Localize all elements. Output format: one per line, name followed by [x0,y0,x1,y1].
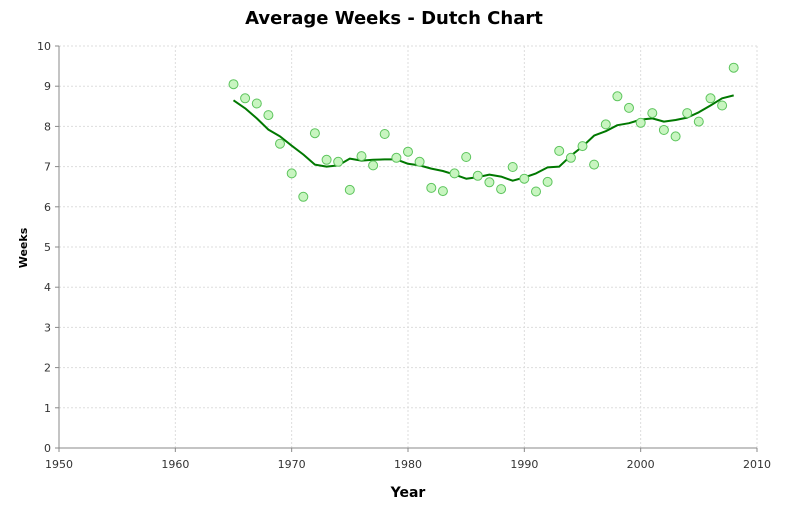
x-tick-label: 1950 [45,458,73,471]
data-point [344,184,355,195]
y-tick-label: 4 [44,281,51,294]
data-point [647,108,658,119]
data-point [554,145,565,156]
data-point [333,156,344,167]
data-point [635,117,646,128]
data-point [519,173,530,184]
y-tick-label: 9 [44,80,51,93]
data-point [449,168,460,179]
chart-title: Average Weeks - Dutch Chart [245,8,543,29]
data-point [298,191,309,202]
data-point [600,119,611,130]
data-point [403,146,413,157]
data-point [275,138,285,149]
data-point [414,156,425,167]
data-point [693,116,704,127]
data-point [531,186,541,197]
data-point [507,162,518,172]
data-point [472,170,483,181]
y-tick-label: 2 [44,362,51,375]
x-tick-label: 2000 [627,458,655,471]
data-point [263,110,274,121]
x-tick-label: 1970 [278,458,306,471]
data-point [682,108,693,119]
x-tick-label: 1980 [394,458,422,471]
data-point [437,186,448,197]
x-tick-label: 1990 [510,458,538,471]
y-tick-label: 7 [44,161,51,174]
data-point [624,102,634,113]
data-point [589,159,600,170]
axis-layer: 0 1 2 3 4 5 6 7 8 9 10 1950 1960 1970 1980 1990 2000 2010 [37,40,771,471]
y-tick-label: 5 [44,241,51,254]
data-point [658,125,669,135]
data-point [391,152,402,163]
data-point [379,129,390,139]
data-point [461,152,472,162]
data-point [228,79,239,90]
y-axis-label: Weeks [17,227,30,268]
point-layer [228,62,739,202]
y-tick-label: 8 [44,120,51,133]
trend-line [232,94,734,182]
data-point [426,182,437,193]
data-point [577,141,588,152]
y-tick-label: 0 [44,442,51,455]
data-point [484,177,495,188]
y-tick-label: 3 [44,321,51,334]
data-point [251,98,262,109]
y-tick-label: 6 [44,201,51,214]
y-tick-label: 1 [44,402,51,415]
data-point [565,152,576,163]
data-point [321,154,332,165]
x-tick-label: 2010 [743,458,771,471]
data-point [705,93,716,104]
grid-layer [59,45,758,448]
y-tick-label: 10 [37,40,51,53]
data-point [368,160,379,171]
data-point [286,168,297,179]
data-point [309,128,320,139]
data-point [612,91,623,102]
data-point [542,176,553,187]
x-axis-label: Year [390,485,426,501]
trend-layer [232,94,734,182]
x-tick-label: 1960 [161,458,189,471]
data-point [240,93,251,104]
data-point [670,131,681,142]
data-point [728,62,739,73]
data-point [717,100,728,111]
data-point [356,151,367,162]
data-point [496,184,507,195]
